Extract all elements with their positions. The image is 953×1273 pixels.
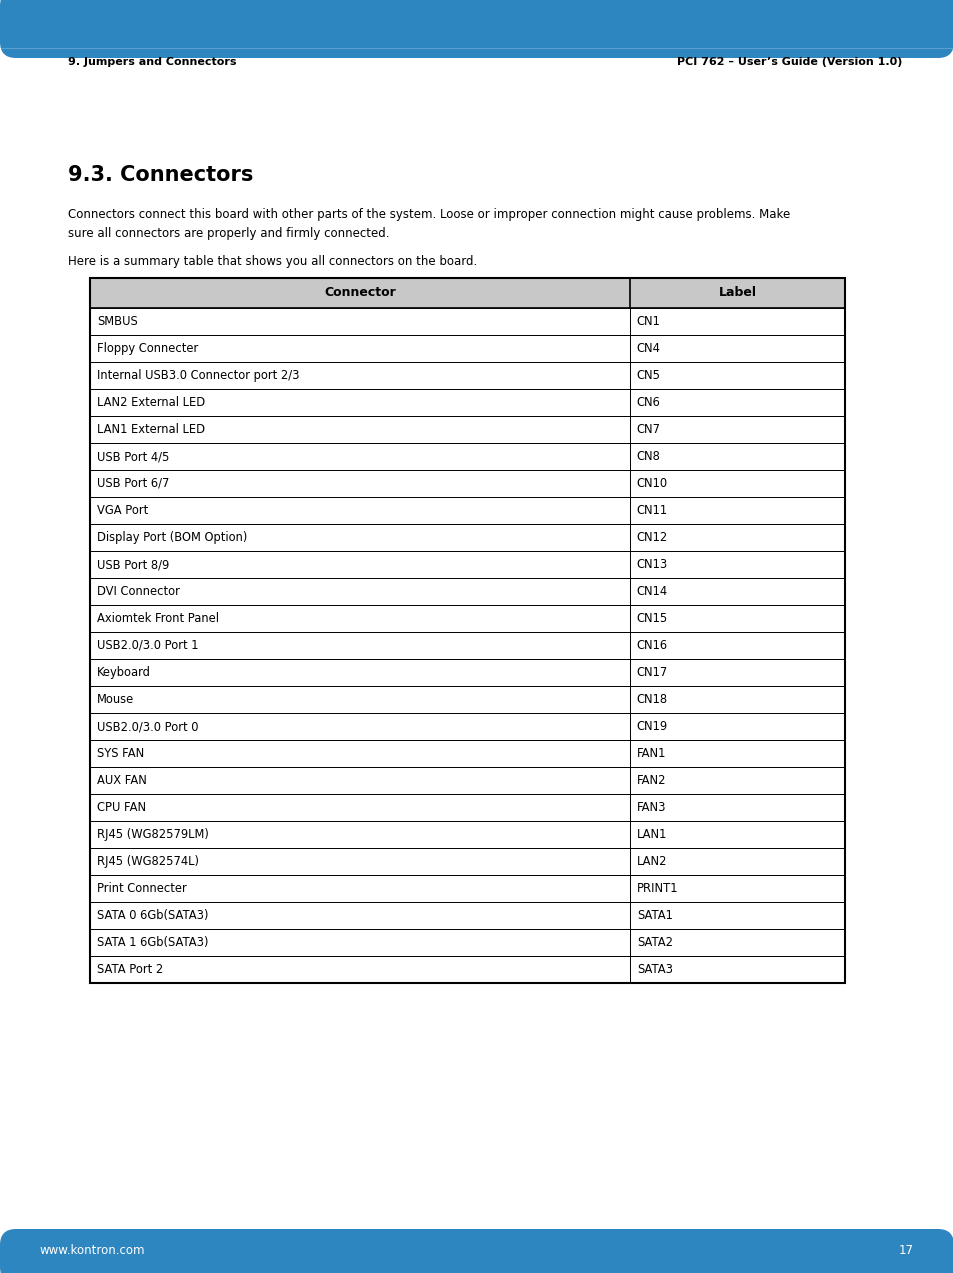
Text: CN16: CN16 (637, 639, 667, 652)
Text: Here is a summary table that shows you all connectors on the board.: Here is a summary table that shows you a… (68, 255, 476, 269)
Bar (90, 605, 844, 631)
Bar (90, 390, 844, 416)
Text: 9.3. Connectors: 9.3. Connectors (68, 165, 253, 185)
Bar (90, 713, 844, 740)
Bar (90, 416, 844, 443)
Text: CN19: CN19 (637, 721, 667, 733)
Text: SATA3: SATA3 (637, 962, 672, 976)
Text: Internal USB3.0 Connector port 2/3: Internal USB3.0 Connector port 2/3 (97, 369, 299, 382)
Text: Label: Label (718, 286, 756, 299)
Text: CN7: CN7 (637, 423, 660, 435)
Bar (90, 929, 844, 956)
Text: SYS FAN: SYS FAN (97, 747, 144, 760)
Text: LAN2: LAN2 (637, 855, 667, 868)
Text: SMBUS: SMBUS (97, 314, 137, 328)
Text: VGA Port: VGA Port (97, 504, 148, 517)
Text: Connectors connect this board with other parts of the system. Loose or improper : Connectors connect this board with other… (68, 207, 789, 241)
Bar (90, 659, 844, 686)
Text: SATA1: SATA1 (637, 909, 672, 922)
Text: CN17: CN17 (637, 666, 667, 679)
Text: Keyboard: Keyboard (97, 666, 151, 679)
Text: FAN3: FAN3 (637, 801, 665, 813)
Text: CN6: CN6 (637, 396, 660, 409)
Text: CN15: CN15 (637, 612, 667, 625)
Text: LAN1: LAN1 (637, 827, 666, 841)
Text: CPU FAN: CPU FAN (97, 801, 146, 813)
Text: CN10: CN10 (637, 477, 667, 490)
Text: 17: 17 (898, 1245, 913, 1258)
Text: CN14: CN14 (637, 586, 667, 598)
Bar (90, 821, 844, 848)
Bar (90, 903, 844, 929)
Text: FAN2: FAN2 (637, 774, 665, 787)
Text: SATA 0 6Gb(SATA3): SATA 0 6Gb(SATA3) (97, 909, 209, 922)
Bar (90, 848, 844, 875)
Text: Connector: Connector (324, 286, 395, 299)
Bar (90, 768, 844, 794)
Bar (90, 631, 844, 659)
Bar (90, 551, 844, 578)
Text: SATA 1 6Gb(SATA3): SATA 1 6Gb(SATA3) (97, 936, 209, 948)
Bar (90, 740, 844, 768)
Bar (90, 875, 844, 903)
Text: CN8: CN8 (637, 449, 660, 463)
Text: CN13: CN13 (637, 558, 667, 572)
Text: FAN1: FAN1 (637, 747, 665, 760)
Bar (90, 443, 844, 470)
Text: RJ45 (WG82574L): RJ45 (WG82574L) (97, 855, 199, 868)
Text: PCI 762 – User’s Guide (Version 1.0): PCI 762 – User’s Guide (Version 1.0) (676, 57, 901, 67)
Text: PRINT1: PRINT1 (637, 882, 678, 895)
FancyBboxPatch shape (0, 1228, 953, 1273)
Text: SATA2: SATA2 (637, 936, 672, 948)
Text: USB Port 8/9: USB Port 8/9 (97, 558, 169, 572)
Bar (90, 470, 844, 496)
Bar (90, 956, 844, 983)
Text: Floppy Connecter: Floppy Connecter (97, 342, 198, 355)
Text: CN12: CN12 (637, 531, 667, 544)
Bar (90, 278, 844, 983)
Text: CN11: CN11 (637, 504, 667, 517)
Bar (90, 496, 844, 524)
Bar (90, 335, 844, 362)
Bar (90, 578, 844, 605)
Text: USB2.0/3.0 Port 0: USB2.0/3.0 Port 0 (97, 721, 198, 733)
Text: Print Connecter: Print Connecter (97, 882, 187, 895)
Bar (90, 278, 844, 308)
Bar (90, 524, 844, 551)
Bar (90, 362, 844, 390)
Text: Axiomtek Front Panel: Axiomtek Front Panel (97, 612, 219, 625)
Text: CN1: CN1 (637, 314, 660, 328)
Text: CN4: CN4 (637, 342, 660, 355)
Bar (90, 686, 844, 713)
Text: CN5: CN5 (637, 369, 660, 382)
Bar (90, 308, 844, 335)
Text: CN18: CN18 (637, 693, 667, 707)
Text: USB Port 6/7: USB Port 6/7 (97, 477, 170, 490)
FancyBboxPatch shape (0, 0, 953, 59)
Text: USB Port 4/5: USB Port 4/5 (97, 449, 170, 463)
Text: USB2.0/3.0 Port 1: USB2.0/3.0 Port 1 (97, 639, 198, 652)
Text: Mouse: Mouse (97, 693, 134, 707)
Text: AUX FAN: AUX FAN (97, 774, 147, 787)
Text: DVI Connector: DVI Connector (97, 586, 180, 598)
Text: www.kontron.com: www.kontron.com (40, 1245, 146, 1258)
Text: LAN1 External LED: LAN1 External LED (97, 423, 205, 435)
Text: LAN2 External LED: LAN2 External LED (97, 396, 205, 409)
Text: 9. Jumpers and Connectors: 9. Jumpers and Connectors (68, 57, 236, 67)
Text: SATA Port 2: SATA Port 2 (97, 962, 163, 976)
Bar (90, 794, 844, 821)
Text: RJ45 (WG82579LM): RJ45 (WG82579LM) (97, 827, 209, 841)
Text: Display Port (BOM Option): Display Port (BOM Option) (97, 531, 247, 544)
